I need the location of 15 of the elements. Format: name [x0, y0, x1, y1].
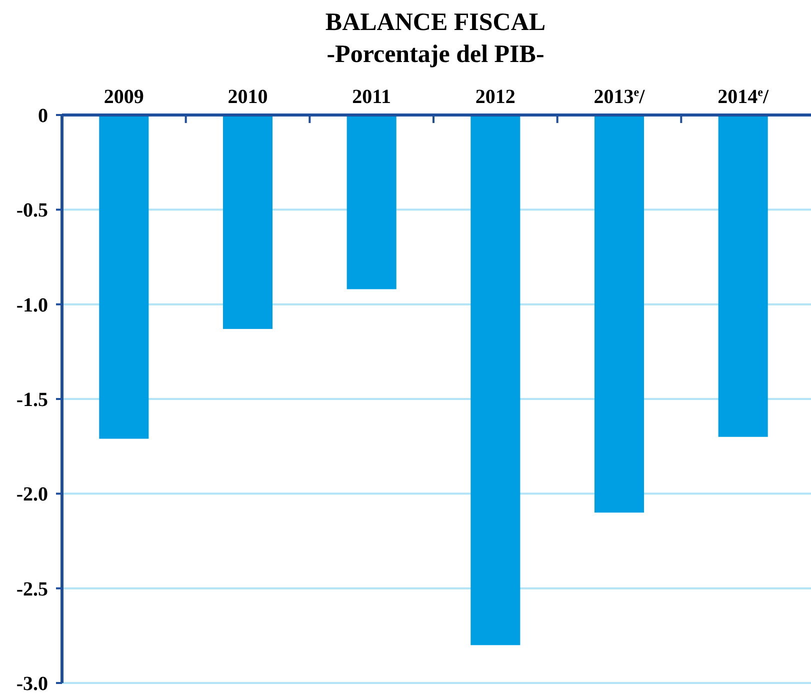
chart-subtitle: -Porcentaje del PIB- — [326, 41, 544, 68]
y-tick-label: -0.5 — [16, 200, 48, 222]
x-tick-label: 2010 — [228, 86, 268, 108]
chart-title: BALANCE FISCAL — [325, 9, 546, 36]
y-tick-label: -1.0 — [16, 294, 48, 316]
y-tick-label: 0 — [38, 105, 48, 127]
y-tick-label: -3.0 — [16, 673, 48, 693]
x-tick-label: 2014$^{e}$/ — [718, 85, 769, 108]
x-tick-label: 2013$^{e}$/ — [594, 85, 646, 108]
y-tick-label: -2.0 — [16, 484, 48, 506]
x-tick-label: 2012 — [475, 86, 516, 108]
y-tick-label: -1.5 — [16, 389, 48, 411]
x-tick-label: 2009 — [104, 86, 144, 108]
x-tick-label: 2011 — [352, 86, 392, 108]
y-tick-label: -2.5 — [16, 578, 48, 600]
